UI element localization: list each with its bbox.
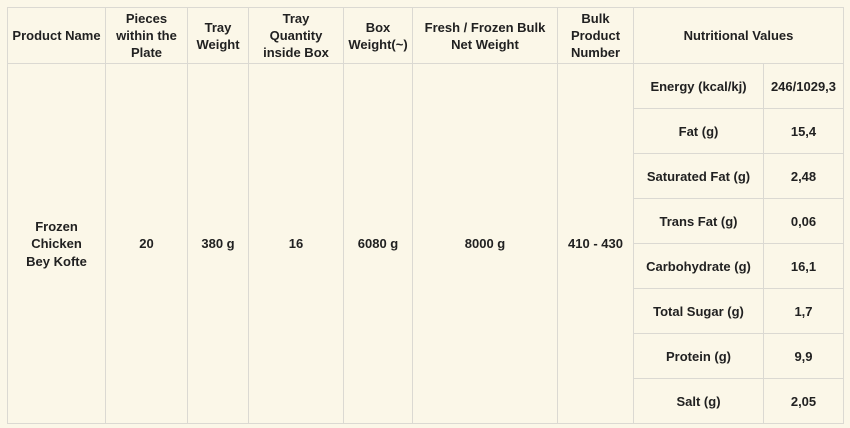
- header-row: Product Name Pieces within the Plate Tra…: [7, 6, 844, 65]
- nutrition-value-protein: 9,9: [763, 333, 844, 380]
- nutrition-value-trans-fat: 0,06: [763, 198, 844, 245]
- cell-bulk-product-number: 410 - 430: [557, 63, 634, 425]
- nutrition-label-protein: Protein (g): [633, 333, 764, 380]
- nutrition-value-carbohydrate: 16,1: [763, 243, 844, 290]
- nutrition-row: Total Sugar (g) 1,7: [8, 288, 844, 335]
- cell-box-weight: 6080 g: [343, 63, 413, 425]
- nutrition-row: Protein (g) 9,9: [8, 333, 844, 380]
- cell-pieces-within-plate: 20: [105, 63, 188, 425]
- nutrition-label-saturated-fat: Saturated Fat (g): [633, 153, 764, 200]
- header-tray-quantity: Tray Quantity inside Box: [248, 6, 344, 65]
- nutrition-row: Frozen Chicken Bey Kofte 20 380 g 16 608…: [7, 63, 844, 425]
- nutrition-label-salt: Salt (g): [633, 378, 764, 425]
- header-nutritional-values: Nutritional Values: [633, 6, 844, 65]
- cell-tray-quantity: 16: [248, 63, 344, 425]
- product-spec-table: Product Name Pieces within the Plate Tra…: [7, 6, 844, 425]
- header-bulk-net-weight: Fresh / Frozen Bulk Net Weight: [412, 6, 558, 65]
- nutrition-label-total-sugar: Total Sugar (g): [633, 288, 764, 335]
- header-tray-weight: Tray Weight: [187, 6, 249, 65]
- header-box-weight: Box Weight(~): [343, 6, 413, 65]
- cell-tray-weight: 380 g: [187, 63, 249, 425]
- nutrition-row: Carbohydrate (g) 16,1: [8, 243, 844, 290]
- nutrition-row: Trans Fat (g) 0,06: [8, 198, 844, 245]
- nutrition-value-salt: 2,05: [763, 378, 844, 425]
- header-bulk-product-number: Bulk Product Number: [557, 6, 634, 65]
- header-product-name: Product Name: [7, 6, 106, 65]
- nutrition-label-energy: Energy (kcal/kj): [633, 63, 764, 110]
- nutrition-label-fat: Fat (g): [633, 108, 764, 155]
- nutrition-value-energy: 246/1029,3: [763, 63, 844, 110]
- nutrition-label-trans-fat: Trans Fat (g): [633, 198, 764, 245]
- nutrition-row: Saturated Fat (g) 2,48: [8, 153, 844, 200]
- cell-bulk-net-weight: 8000 g: [412, 63, 558, 425]
- nutrition-row: Salt (g) 2,05: [8, 378, 844, 425]
- nutrition-value-total-sugar: 1,7: [763, 288, 844, 335]
- header-pieces-within-plate: Pieces within the Plate: [105, 6, 188, 65]
- nutrition-value-fat: 15,4: [763, 108, 844, 155]
- nutrition-row: Fat (g) 15,4: [8, 108, 844, 155]
- nutrition-label-carbohydrate: Carbohydrate (g): [633, 243, 764, 290]
- cell-product-name: Frozen Chicken Bey Kofte: [7, 63, 106, 425]
- nutrition-value-saturated-fat: 2,48: [763, 153, 844, 200]
